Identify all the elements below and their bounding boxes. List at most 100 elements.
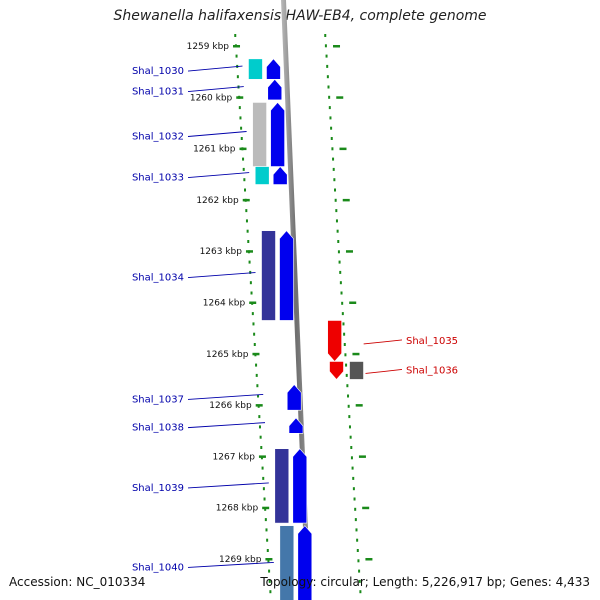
ruler-dot-left [264, 518, 267, 522]
gene-label-shal_1039[interactable]: Shal_1039 [132, 483, 184, 494]
gene-label-shal_1035[interactable]: Shal_1035 [406, 336, 458, 347]
kbp-tick [336, 96, 344, 99]
kbp-label: 1267 kbp [213, 452, 256, 462]
gene-arrow-shal_1031[interactable] [267, 78, 283, 101]
ruler-dot-left [234, 34, 237, 37]
ruler-dot-left [244, 188, 247, 192]
gene-label-shal_1036[interactable]: Shal_1036 [406, 365, 458, 376]
ruler-dot-right [350, 446, 353, 449]
cog-box-shal_1033[interactable] [254, 166, 270, 185]
ruler-dot-left [261, 466, 264, 470]
kbp-tick [255, 404, 263, 407]
kbp-tick [262, 506, 270, 510]
kbp-label: 1268 kbp [216, 504, 259, 514]
gene-label-shal_1037[interactable]: Shal_1037 [132, 394, 184, 405]
gene-arrow-shal_1038[interactable] [288, 417, 304, 434]
ruler-dot-left [259, 435, 262, 439]
ruler-dot-left [268, 569, 271, 573]
gene-label-shal_1040[interactable]: Shal_1040 [132, 562, 184, 573]
gene-leader-line [187, 422, 266, 429]
kbp-label: 1259 kbp [187, 42, 230, 52]
ruler-dot-left [235, 54, 238, 58]
gene-leader-line [187, 482, 269, 489]
ruler-dot-left [245, 209, 248, 213]
gene-label-shal_1031[interactable]: Shal_1031 [132, 87, 184, 98]
gene-leader-line [187, 86, 244, 93]
gene-arrow-shal_1034[interactable] [279, 230, 294, 321]
ruler-dot-right [340, 291, 343, 295]
ruler-dot-right [325, 54, 328, 58]
genome-backbone [281, 0, 311, 600]
gene-arrow-shal_1037[interactable] [286, 384, 302, 411]
cog-box-shal_1036[interactable] [349, 361, 364, 380]
kbp-label: 1266 kbp [209, 401, 252, 411]
kbp-label: 1260 kbp [190, 93, 233, 103]
gene-leader-line [187, 131, 247, 137]
kbp-tick [365, 558, 373, 561]
ruler-dot-right [335, 209, 338, 213]
cog-box-shal_1040[interactable] [279, 525, 295, 600]
cog-box-shal_1039[interactable] [274, 448, 290, 524]
ruler-dot-left [262, 487, 265, 491]
ruler-dot-right [358, 569, 361, 573]
kbp-tick [342, 198, 350, 202]
ruler-dot-left [242, 167, 245, 171]
gene-arrow-shal_1030[interactable] [266, 58, 281, 80]
ruler-dot-left [269, 590, 272, 594]
ruler-dot-left [249, 270, 252, 274]
ruler-dot-right [346, 384, 349, 388]
gene-arrow-shal_1033[interactable] [272, 166, 288, 185]
gene-arrow-shal_1039[interactable] [292, 448, 308, 524]
kbp-tick [345, 250, 353, 253]
kbp-tick [358, 455, 366, 458]
topology-text: Topology: circular; Length: 5,226,917 bp… [260, 575, 590, 589]
cog-box-shal_1032[interactable] [252, 102, 267, 167]
ruler-dot-right [348, 425, 351, 429]
ruler-dot-right [328, 106, 331, 110]
kbp-label: 1262 kbp [196, 196, 239, 206]
ruler-dot-left [238, 106, 241, 110]
ruler-dot-left [256, 384, 259, 388]
ruler-dot-left [266, 538, 269, 542]
ruler-dot-left [252, 322, 255, 326]
gene-label-shal_1034[interactable]: Shal_1034 [132, 273, 184, 284]
accession-text: Accession: NC_010334 [9, 575, 146, 589]
gene-label-shal_1038[interactable]: Shal_1038 [132, 423, 184, 434]
kbp-tick [245, 250, 253, 253]
ruler-dot-right [344, 353, 347, 357]
ruler-dot-left [251, 312, 254, 316]
ruler-dot-right [339, 270, 342, 274]
kbp-label: 1263 kbp [200, 247, 243, 257]
ruler-dot-right [353, 497, 356, 501]
ruler-dot-right [355, 528, 358, 532]
ruler-dot-right [347, 394, 350, 398]
ruler-dot-left [263, 497, 266, 501]
gene-arrow-shal_1036[interactable] [329, 361, 344, 380]
gene-arrow-shal_1035[interactable] [327, 320, 342, 362]
ruler-dot-right [356, 538, 359, 542]
kbp-tick [249, 301, 257, 304]
ruler-dot-right [333, 178, 336, 182]
ruler-dot-left [248, 260, 251, 264]
gene-leader-line [187, 393, 264, 400]
ruler-dot-right [356, 549, 359, 552]
cog-box-shal_1030[interactable] [248, 58, 263, 80]
ruler-dot-left [258, 425, 261, 429]
gene-leader-line [187, 561, 274, 568]
kbp-label: 1269 kbp [219, 555, 262, 565]
gene-label-layer: Shal_1030 Shal_1031 Shal_1032 Shal_1033 Shal… [132, 65, 458, 573]
ruler-dot-left [249, 281, 252, 285]
gene-arrow-shal_1040[interactable] [297, 525, 313, 600]
cog-box-shal_1034[interactable] [261, 230, 276, 321]
ruler-dot-right [347, 404, 350, 408]
ruler-dot-left [239, 116, 242, 120]
gene-label-shal_1032[interactable]: Shal_1032 [132, 131, 184, 142]
gene-leader-line [187, 65, 243, 72]
ruler-dot-right [334, 188, 337, 192]
ruler-dot-right [324, 44, 327, 48]
gene-arrow-shal_1032[interactable] [270, 101, 285, 167]
gene-label-shal_1033[interactable]: Shal_1033 [132, 173, 184, 184]
ruler-dot-right [331, 147, 334, 151]
ruler-dot-left [245, 219, 248, 223]
gene-label-shal_1030[interactable]: Shal_1030 [132, 66, 184, 77]
